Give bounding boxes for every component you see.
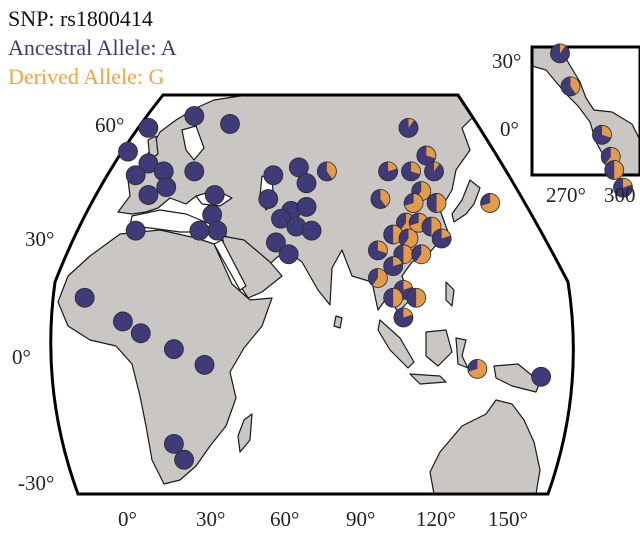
red-sea [213,239,247,291]
ancestral-allele-label: Ancestral Allele: A [8,35,177,60]
population-pie-45 [411,244,432,265]
population-pie-43 [367,240,388,261]
population-pie-9 [184,161,205,182]
population-pie-3 [118,141,138,162]
scandinavia-gulf [181,125,205,161]
lon-tick-90: 90° [346,507,375,531]
lon-tick-60: 60° [270,507,299,531]
lon-tick-30: 30° [196,507,225,531]
lat-tick-neg30: -30° [18,471,54,495]
africa-landmass [57,229,273,485]
map-border [49,93,575,496]
inset-lon-tick-300: 300 [604,183,636,207]
population-pie-17 [296,173,317,194]
population-pie-30 [401,161,421,182]
population-pie-58 [194,354,215,375]
java [409,373,447,385]
sri-lanka [333,315,343,329]
population-pie-29 [378,161,399,182]
lon-tick-0: 0° [118,507,137,531]
latitude-ticks: 60° 30° 0° -30° [12,113,124,495]
population-pie-18 [258,189,279,209]
population-pie-26 [316,161,337,182]
population-pie-20 [296,196,317,217]
population-pie-47 [367,268,388,288]
population-pie-5 [125,165,146,186]
lat-tick-0: 0° [12,345,31,369]
inset-map-americas [530,43,640,198]
population-pie-1 [184,106,205,126]
population-pie-12 [207,220,228,241]
population-pie-34 [403,193,424,213]
main-map [49,93,575,496]
lon-tick-120: 120° [416,507,456,531]
population-pie-52 [467,358,488,379]
population-pie-51 [393,307,414,328]
inset-frame [530,45,640,177]
population-pie-49 [383,287,404,308]
population-pie-50 [406,287,427,308]
population-pie-31 [424,161,444,182]
population-pie-53 [531,366,551,387]
inset-ticks: 30° 0° 270° 300 [492,49,636,207]
population-pie-60 [174,449,195,470]
borneo [425,329,453,367]
population-pie-28 [416,145,437,166]
lon-tick-150: 150° [488,507,528,531]
population-pie-14 [125,220,146,241]
lat-tick-60: 60° [95,113,124,137]
population-pie-16 [288,157,309,178]
population-pie-54 [74,287,95,308]
sumatra [377,319,415,369]
population-pie-0 [138,118,159,138]
population-pies [74,106,551,470]
population-pie-55 [113,311,133,332]
inset-population-pie-5 [613,177,633,198]
population-pie-56 [130,323,151,344]
legend: SNP: rs1800414 Ancestral Allele: A Deriv… [8,4,177,91]
population-pie-10 [204,185,225,205]
inset-lon-tick-270: 270° [546,183,586,207]
philippines [445,281,455,307]
population-pie-35 [426,193,447,213]
inset-lat-tick-30: 30° [492,49,521,73]
lat-tick-30: 30° [25,227,54,251]
population-pie-41 [398,228,419,249]
population-pie-36 [480,193,501,213]
population-pie-27 [398,118,419,138]
inset-population-pies [550,43,633,198]
madagascar [237,413,253,453]
americas-landmass [532,47,640,175]
population-pie-15 [263,165,284,186]
japan [451,179,481,223]
population-pie-23 [301,220,322,241]
population-pie-24 [265,232,286,253]
population-pie-57 [163,339,184,360]
inset-lat-tick-0: 0° [500,117,519,141]
inset-population-pie-0 [550,43,570,64]
australia [429,399,541,494]
population-pie-46 [383,256,404,277]
longitude-ticks: 0° 30° 60° 90° 120° 150° [118,507,528,531]
population-pie-59 [163,433,184,454]
population-pie-13 [189,220,210,241]
population-pie-33 [370,189,391,209]
inset-population-pie-4 [604,160,625,180]
population-pie-7 [156,177,177,198]
sulawesi [455,337,469,369]
inset-population-pie-2 [592,124,612,145]
population-pie-42 [431,228,452,249]
inset-population-pie-1 [560,76,581,97]
population-pie-25 [278,244,299,265]
snp-label: SNP: rs1800414 [8,6,153,31]
population-pie-2 [220,114,240,134]
new-guinea [493,363,541,393]
population-pie-8 [138,185,159,205]
derived-allele-label: Derived Allele: G [8,64,165,89]
